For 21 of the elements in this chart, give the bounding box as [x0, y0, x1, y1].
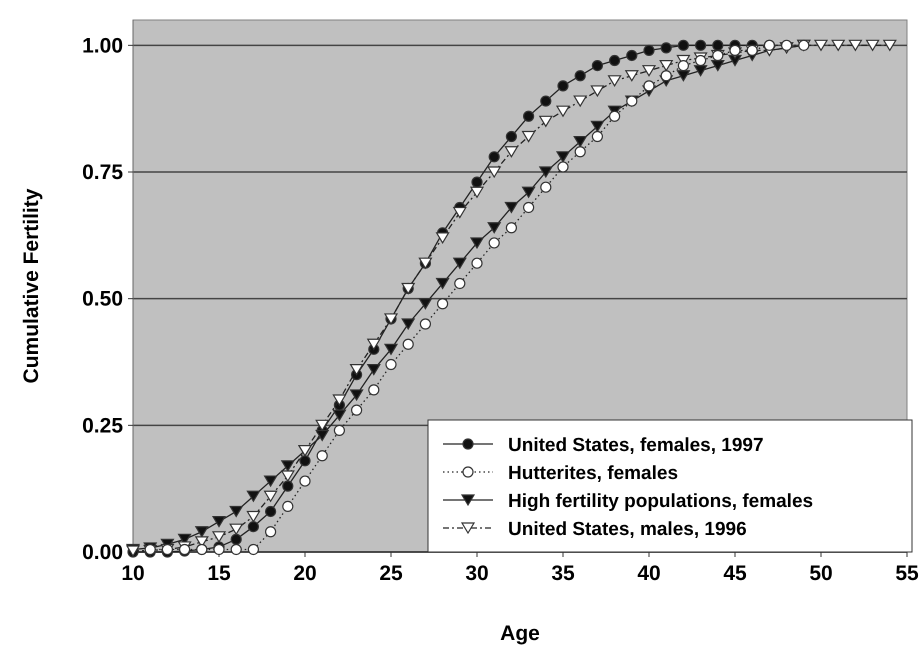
y-tick-label: 0.25: [82, 414, 124, 438]
x-tick-label: 25: [379, 562, 403, 585]
legend-label: High fertility populations, females: [508, 491, 814, 512]
y-tick-label: 0.75: [82, 161, 124, 184]
x-tick-label: 35: [551, 562, 575, 585]
y-tick-label: 0.50: [82, 288, 123, 311]
x-tick-label: 30: [465, 562, 489, 585]
x-tick-label: 40: [637, 562, 661, 585]
x-tick-label: 55: [895, 562, 919, 585]
x-axis-title: Age: [500, 622, 540, 645]
y-tick-label: 0.00: [82, 541, 123, 564]
legend-label: United States, females, 1997: [508, 435, 764, 456]
y-tick-label: 1.00: [82, 34, 123, 58]
x-tick-label: 20: [293, 562, 317, 585]
legend-label: United States, males, 1996: [508, 519, 747, 540]
x-tick-label: 45: [723, 562, 747, 585]
legend-label: Hutterites, females: [508, 463, 678, 484]
y-axis-title: Cumulative Fertility: [20, 188, 43, 384]
x-tick-label: 50: [809, 562, 833, 585]
x-tick-label: 10: [121, 562, 145, 585]
x-tick-label: 15: [207, 562, 231, 585]
